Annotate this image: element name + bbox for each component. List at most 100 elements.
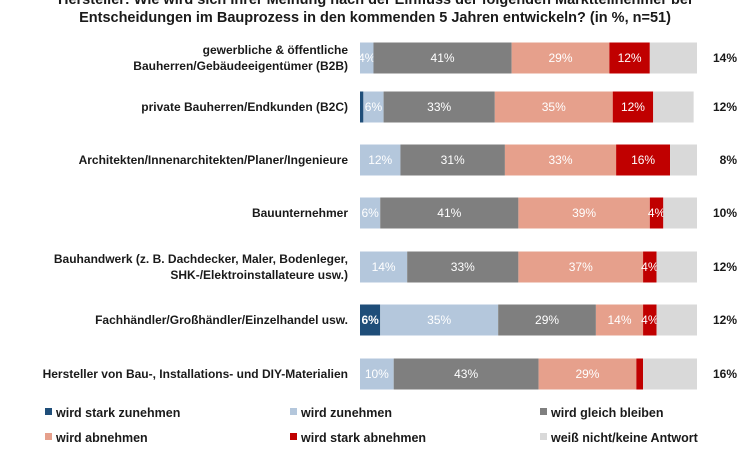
data-label: 16% — [631, 153, 655, 167]
category-label-line: Bauherren/Gebäudeeigentümer (B2B) — [133, 59, 348, 73]
data-label: 43% — [454, 367, 478, 381]
chart-title-line-2: Entscheidungen im Bauprozess in den komm… — [79, 10, 671, 26]
category-label: gewerbliche & öffentliche Bauherren/Gebäu… — [4, 42, 348, 74]
data-label: 4% — [641, 313, 659, 327]
category-label: Fachhändler/Großhändler/Einzelhandel usw… — [4, 312, 348, 328]
data-label: 29% — [575, 367, 599, 381]
data-label: 41% — [437, 206, 461, 220]
category-label-line: Hersteller von Bau-, Installations- und … — [42, 367, 348, 381]
bar-segment-wird-stark-abnehmen — [609, 42, 650, 74]
bar-segment-wird-zunehmen — [363, 91, 384, 123]
legend-item-wird-stark-abnehmen: wird stark abnehmen — [290, 431, 426, 445]
legend-label: weiß nicht/keine Antwort — [551, 431, 698, 445]
bar-segment-wird-stark-abnehmen — [643, 251, 657, 283]
legend-label: wird gleich bleiben — [551, 406, 664, 420]
bar-segment-wird-gleich-bleiben — [407, 251, 519, 283]
data-label: 33% — [548, 153, 572, 167]
bar-segment-wird-zunehmen — [360, 144, 401, 176]
data-label: 6% — [365, 100, 383, 114]
data-label: 35% — [542, 100, 566, 114]
bar-segment-wird-zunehmen — [360, 251, 408, 283]
legend-swatch — [45, 408, 52, 415]
bar-segment-wird-abnehmen — [518, 197, 650, 229]
data-label: 12% — [713, 260, 737, 274]
data-label: 8% — [720, 153, 738, 167]
data-label: 4% — [641, 260, 659, 274]
data-label: 35% — [427, 313, 451, 327]
data-label: 33% — [427, 100, 451, 114]
bar-segment-wird-zunehmen — [380, 304, 499, 336]
category-label-line: SHK-/Elektroinstallateure usw.) — [170, 268, 348, 282]
data-label: 12% — [713, 100, 737, 114]
category-label-line: gewerbliche & öffentliche — [202, 43, 348, 57]
category-label-line: Bauunternehmer — [251, 206, 348, 220]
bar-segment-wird-zunehmen — [360, 197, 381, 229]
data-label: 6% — [361, 313, 379, 327]
legend-label: wird stark zunehmen — [56, 406, 181, 420]
bar-segment-wird-stark-abnehmen — [636, 358, 644, 390]
data-label: 31% — [441, 153, 465, 167]
legend-item-wird-zunehmen: wird zunehmen — [290, 406, 392, 420]
data-label: 41% — [431, 51, 455, 65]
legend-label: wird stark abnehmen — [301, 431, 427, 445]
data-label: 6% — [361, 206, 379, 220]
bar-segment-wei-nicht-keine-antwort — [643, 358, 697, 390]
legend-item-wei-nicht-keine-antwort: weiß nicht/keine Antwort — [540, 431, 698, 445]
category-label: Architekten/Innenarchitekten/Planer/Inge… — [4, 152, 348, 168]
bar-segment-wird-abnehmen — [511, 42, 610, 74]
data-label: 14% — [372, 260, 396, 274]
legend-label: wird abnehmen — [56, 431, 148, 445]
category-label-line: Bauhandwerk (z. B. Dachdecker, Maler, Bo… — [53, 252, 348, 266]
legend-item-wird-gleich-bleiben: wird gleich bleiben — [540, 406, 664, 420]
bar-segment-wird-zunehmen — [360, 358, 394, 390]
bar-segment-wird-stark-zunehmen — [360, 91, 364, 123]
chart-title-line-1: Hersteller: Wie wird sich Ihrer Meinung … — [58, 0, 692, 8]
legend-label: wird zunehmen — [301, 406, 392, 420]
category-label: Bauunternehmer — [4, 205, 348, 221]
category-label-line: Architekten/Innenarchitekten/Planer/Inge… — [78, 153, 348, 167]
bar-segment-wird-gleich-bleiben — [373, 42, 512, 74]
data-label: 12% — [368, 153, 392, 167]
bar-segment-wird-abnehmen — [518, 251, 644, 283]
category-label-line: Fachhändler/Großhändler/Einzelhandel usw… — [95, 313, 348, 327]
stacked-bar-chart: 4% 41% 29% 12% 14% 6% 33% 35% 12% 12% 12% 31% 33% 16%… — [358, 42, 738, 390]
bar-segment-wei-nicht-keine-antwort — [649, 42, 697, 74]
data-label: 33% — [451, 260, 475, 274]
bar-segment-wei-nicht-keine-antwort — [670, 144, 697, 176]
bar-segment-wird-abnehmen — [538, 358, 637, 390]
bar-segment-wird-gleich-bleiben — [393, 358, 539, 390]
data-label: 14% — [713, 51, 737, 65]
category-label: Bauhandwerk (z. B. Dachdecker, Maler, Bo… — [4, 251, 348, 283]
data-label: 29% — [548, 51, 572, 65]
bar-segment-wird-gleich-bleiben — [380, 197, 519, 229]
bar-segment-wei-nicht-keine-antwort — [656, 251, 697, 283]
legend-swatch — [290, 433, 297, 440]
bar-segment-wird-stark-abnehmen — [649, 197, 664, 229]
category-label: Hersteller von Bau-, Installations- und … — [4, 366, 348, 382]
legend-swatch — [540, 433, 547, 440]
legend-swatch — [540, 408, 547, 415]
legend-item-wird-stark-zunehmen: wird stark zunehmen — [45, 406, 180, 420]
bar-segment-wei-nicht-keine-antwort — [663, 197, 697, 229]
data-label: 37% — [569, 260, 593, 274]
bar-segment-wird-stark-zunehmen — [360, 304, 381, 336]
data-label: 10% — [365, 367, 389, 381]
bar-segment-wird-abnehmen — [494, 91, 613, 123]
bar-segment-wird-zunehmen — [360, 42, 374, 74]
category-label-line: private Bauherren/Endkunden (B2C) — [141, 100, 348, 114]
data-label: 4% — [648, 206, 666, 220]
data-label: 12% — [618, 51, 642, 65]
bar-segment-wird-gleich-bleiben — [498, 304, 596, 336]
bar-segment-wei-nicht-keine-antwort — [656, 304, 697, 336]
legend-swatch — [290, 408, 297, 415]
bar-segment-wird-abnehmen — [595, 304, 644, 336]
data-label: 14% — [607, 313, 631, 327]
data-label: 16% — [713, 367, 737, 381]
data-label: 12% — [621, 100, 645, 114]
bar-segment-wird-abnehmen — [504, 144, 617, 176]
legend-swatch — [45, 433, 52, 440]
bar-segment-wird-gleich-bleiben — [383, 91, 495, 123]
data-label: 4% — [358, 51, 376, 65]
bar-segment-wird-gleich-bleiben — [400, 144, 505, 176]
data-label: 39% — [572, 206, 596, 220]
